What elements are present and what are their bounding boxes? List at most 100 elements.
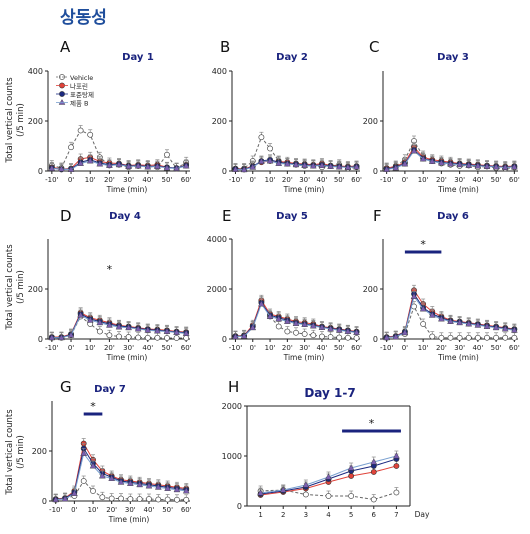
x-tick-label: 20' [104, 344, 115, 352]
x-axis-label: Time (min) [106, 353, 148, 362]
x-tick-label: 0' [250, 344, 256, 352]
data-point [474, 334, 481, 341]
x-tick-label: 7 [394, 511, 398, 519]
x-axis-label: Time (min) [437, 353, 479, 362]
x-tick-label: 60' [509, 344, 520, 352]
data-point [502, 334, 509, 341]
data-point [302, 491, 309, 498]
data-point [61, 495, 69, 502]
x-tick-label: 10' [418, 344, 429, 352]
x-tick-label: 2 [281, 511, 285, 519]
data-point [327, 325, 334, 332]
data-point [154, 483, 162, 490]
data-point [117, 478, 125, 485]
y-tick-label: 400 [212, 67, 227, 76]
data-point [392, 333, 400, 340]
y-tick-label: 200 [32, 447, 47, 456]
y-axis-label-line1: Total vertical counts [5, 77, 15, 164]
x-tick-label: 20' [436, 176, 447, 184]
data-point [493, 334, 500, 341]
y-axis-label: Total vertical counts (/5 min) [5, 77, 26, 164]
data-point [136, 481, 143, 488]
data-point [438, 315, 445, 322]
data-point [173, 335, 180, 341]
y-axis-label: Total vertical counts (/5 min) [5, 409, 26, 496]
series [257, 450, 400, 496]
data-point [465, 320, 473, 327]
x-tick-label: 10' [85, 344, 96, 352]
data-point [134, 325, 142, 332]
data-point [410, 147, 418, 154]
data-point [126, 479, 134, 486]
y-axis-label-line1: Total vertical counts [5, 244, 15, 331]
x-tick-label: 3 [304, 511, 308, 519]
data-point [348, 493, 355, 499]
data-point [67, 331, 75, 338]
data-point [419, 305, 427, 312]
x-tick-label: 10' [418, 176, 429, 184]
data-point [348, 473, 355, 479]
panel-letter: B [220, 38, 230, 56]
x-tick-label: 30' [454, 176, 465, 184]
data-point [173, 164, 180, 171]
data-point [393, 452, 400, 459]
data-point [456, 161, 463, 168]
x-tick-label: 10' [265, 344, 276, 352]
significance-star: * [369, 417, 375, 430]
data-point [77, 311, 84, 318]
x-tick-label: 10' [265, 176, 276, 184]
data-point [293, 329, 299, 336]
data-point [483, 322, 491, 329]
data-point [164, 496, 171, 503]
y-tick-label: 0 [373, 335, 378, 344]
data-point [327, 334, 334, 340]
data-point [249, 324, 257, 331]
data-point [183, 335, 190, 341]
y-tick-label: 200 [212, 117, 227, 126]
x-tick-label: -10' [49, 506, 62, 514]
figure-title: 상동성 [60, 8, 107, 28]
legend-label: Vehicle [70, 74, 93, 82]
y-tick-label: 200 [28, 285, 43, 294]
data-point [393, 463, 400, 469]
data-point [86, 316, 94, 323]
data-point [96, 160, 104, 167]
x-tick-label: 60' [351, 344, 362, 352]
legend-label: 제품 B [70, 100, 89, 108]
data-point [318, 323, 326, 330]
data-point [68, 144, 74, 151]
data-point [99, 472, 106, 479]
y-tick-label: 0 [42, 497, 47, 506]
data-point [106, 321, 113, 328]
y-tick-label: 1000 [222, 452, 242, 461]
data-point [144, 326, 152, 333]
y-tick-label: 400 [28, 67, 43, 76]
panel-letter: H [228, 378, 239, 396]
data-point [353, 328, 360, 335]
data-point [429, 333, 436, 340]
data-point [275, 323, 282, 330]
data-point [447, 317, 454, 324]
data-point [182, 329, 190, 336]
data-point [456, 319, 463, 326]
y-tick-label: 0 [222, 167, 227, 176]
data-point [145, 482, 153, 489]
data-point [96, 328, 103, 335]
x-tick-label: 10' [88, 506, 99, 514]
data-point [58, 334, 65, 341]
data-point [115, 161, 123, 168]
x-axis-label: Day [415, 510, 430, 519]
x-tick-label: 1 [258, 511, 262, 519]
data-point [336, 334, 343, 341]
data-point [267, 145, 273, 152]
x-tick-label: 60' [181, 344, 192, 352]
data-point [438, 334, 445, 341]
data-point [164, 335, 170, 341]
x-axis-label: Time (min) [283, 353, 325, 362]
data-point [116, 333, 122, 340]
data-point [301, 331, 308, 337]
data-point [279, 486, 287, 493]
x-tick-label: 20' [436, 344, 447, 352]
data-point [428, 311, 436, 318]
data-point [465, 334, 472, 341]
